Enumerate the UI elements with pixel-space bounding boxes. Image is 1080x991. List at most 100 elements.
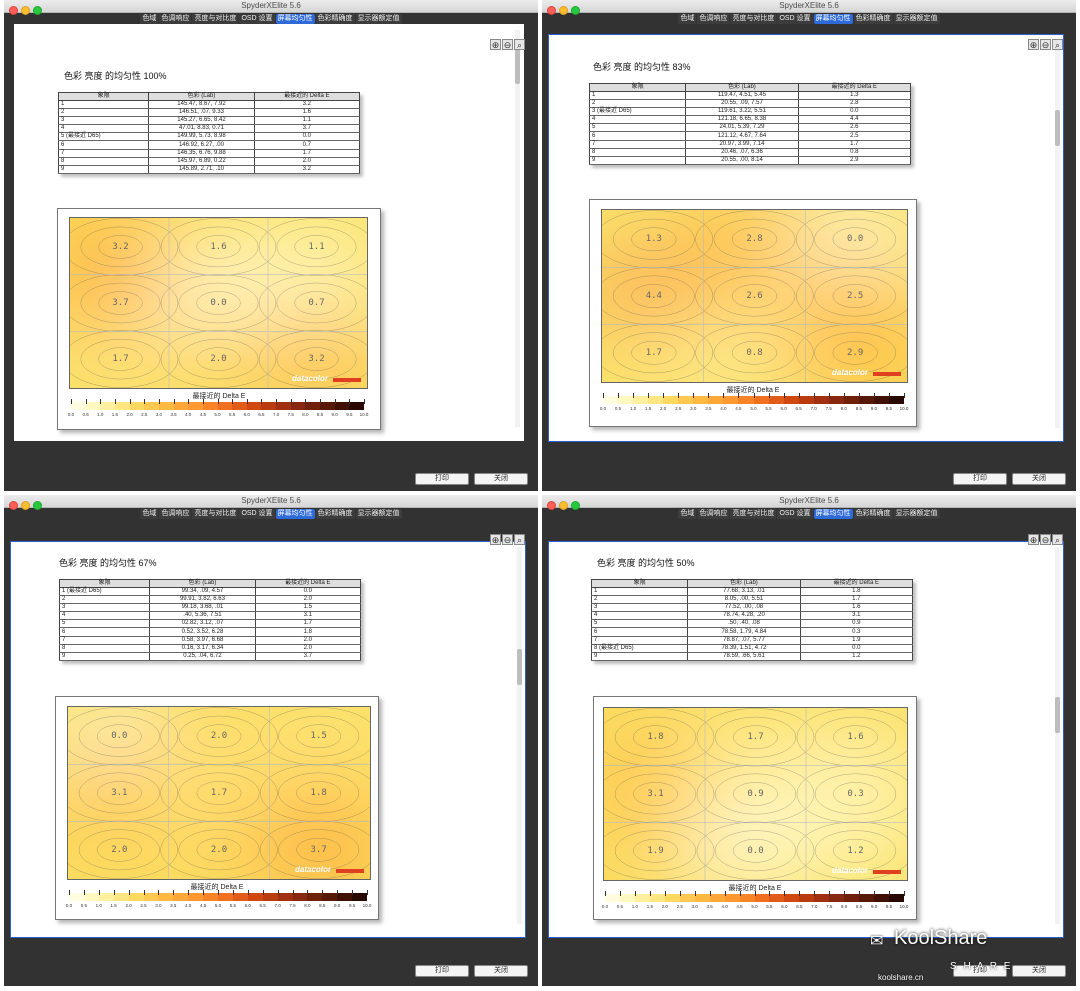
tab-item[interactable]: 色域 [140, 509, 159, 519]
quadrant-delta-label: 2.0 [210, 731, 228, 742]
contour-line [278, 715, 360, 757]
scale-segment [100, 402, 116, 410]
zoom-out-icon[interactable]: ⊖ [1040, 39, 1051, 50]
scale-segment [634, 894, 651, 902]
tab-item[interactable]: 色调响应 [697, 14, 730, 24]
contour-line [714, 716, 797, 758]
tab-item[interactable]: 色域 [140, 14, 159, 24]
zoom-out-icon[interactable]: ⊖ [1040, 534, 1051, 545]
scrollbar-thumb[interactable] [1055, 697, 1060, 733]
tab-item[interactable]: 显示器额定值 [355, 509, 402, 519]
heatmap-svg [70, 218, 367, 388]
tab-item[interactable]: OSD 设置 [777, 14, 813, 24]
tab-item[interactable]: 色调响应 [159, 509, 192, 519]
tab-item[interactable]: 色彩精确度 [315, 14, 355, 24]
scale-ticks [605, 891, 905, 896]
zoom-out-icon[interactable]: ⊖ [502, 534, 513, 545]
quadrant-delta-label: 2.9 [847, 347, 864, 358]
minimize-window-icon[interactable] [21, 501, 30, 510]
quadrant-delta-label: 1.6 [847, 732, 864, 743]
scale-segment [203, 893, 219, 901]
zoom-in-icon[interactable]: ⊕ [490, 534, 501, 545]
tab-item[interactable]: OSD 设置 [239, 14, 275, 24]
print-button[interactable]: 打印 [415, 965, 469, 977]
table-header-row: 象限 色彩 (Lab) 最接近的 Delta E [58, 579, 362, 588]
tab-item[interactable]: 屏幕均匀性 [813, 509, 853, 519]
minimize-window-icon[interactable] [559, 501, 568, 510]
tab-item[interactable]: 色彩精确度 [853, 509, 893, 519]
zoom-window-icon[interactable] [571, 6, 580, 15]
tab-item[interactable]: 色彩精确度 [853, 14, 893, 24]
quadrant-delta-label: 1.7 [747, 732, 764, 743]
print-button[interactable]: 打印 [953, 473, 1007, 485]
close-window-icon[interactable] [547, 6, 556, 15]
close-window-icon[interactable] [9, 501, 18, 510]
zoom-fit-icon[interactable]: ⌕ [1052, 534, 1063, 545]
scale-tick [188, 890, 189, 895]
minimize-window-icon[interactable] [21, 6, 30, 15]
zoom-fit-icon[interactable]: ⌕ [1052, 39, 1063, 50]
scale-tick-label: 4.5 [736, 904, 743, 909]
cell-delta-e: 0.0 [253, 132, 361, 142]
close-button[interactable]: 关闭 [474, 473, 528, 485]
scrollbar-thumb[interactable] [515, 48, 520, 84]
tab-item[interactable]: 显示器额定值 [355, 14, 402, 24]
tab-item[interactable]: 屏幕均匀性 [813, 14, 853, 24]
contour-line [796, 210, 907, 269]
close-window-icon[interactable] [547, 501, 556, 510]
tab-item[interactable]: 屏幕均匀性 [275, 509, 315, 519]
tab-item[interactable]: 色调响应 [159, 14, 192, 24]
tab-item[interactable]: 显示器额定值 [893, 509, 940, 519]
contour-line [633, 725, 678, 750]
scale-segment [829, 894, 845, 902]
zoom-in-icon[interactable]: ⊕ [1028, 39, 1039, 50]
cell-quadrant: 7 [57, 149, 150, 158]
tab-item[interactable]: 显示器额定值 [893, 14, 940, 24]
contour-line [80, 226, 161, 268]
tab-item[interactable]: 色调响应 [697, 509, 730, 519]
scrollbar-thumb[interactable] [1055, 110, 1060, 146]
tab-item[interactable]: 亮度与对比度 [192, 14, 239, 24]
contour-line [696, 821, 815, 880]
tab-item[interactable]: 色域 [678, 509, 697, 519]
contour-line [196, 347, 241, 371]
minimize-window-icon[interactable] [559, 6, 568, 15]
zoom-window-icon[interactable] [571, 501, 580, 510]
table-row: 9 20.55, .00, 8.14 2.9 [588, 156, 912, 165]
zoom-window-icon[interactable] [33, 6, 42, 15]
contour-line [160, 330, 277, 388]
vertical-scrollbar[interactable] [1055, 40, 1060, 428]
zoom-in-icon[interactable]: ⊕ [490, 39, 501, 50]
print-button[interactable]: 打印 [415, 473, 469, 485]
tab-item[interactable]: OSD 设置 [239, 509, 275, 519]
scale-segment [603, 396, 619, 404]
tab-item[interactable]: 色彩精确度 [315, 509, 355, 519]
table-row: 9 145.89, 2.71, .10 3.2 [57, 165, 361, 174]
tab-item[interactable]: OSD 设置 [777, 509, 813, 519]
close-window-icon[interactable] [9, 6, 18, 15]
zoom-out-icon[interactable]: ⊖ [502, 39, 513, 50]
scrollbar-thumb[interactable] [517, 649, 522, 685]
vertical-scrollbar[interactable] [517, 547, 522, 924]
close-button[interactable]: 关闭 [474, 965, 528, 977]
window-title: SpyderXElite 5.6 [779, 496, 839, 505]
zoom-in-icon[interactable]: ⊕ [1028, 534, 1039, 545]
close-button[interactable]: 关闭 [1012, 965, 1066, 977]
tab-item[interactable]: 色域 [678, 14, 697, 24]
tab-item[interactable]: 亮度与对比度 [192, 509, 239, 519]
vertical-scrollbar[interactable] [515, 30, 520, 427]
zoom-fit-icon[interactable]: ⌕ [514, 534, 525, 545]
close-button[interactable]: 关闭 [1012, 473, 1066, 485]
vertical-scrollbar[interactable] [1055, 547, 1060, 924]
title-bar: SpyderXElite 5.6 [4, 495, 538, 510]
zoom-window-icon[interactable] [33, 501, 42, 510]
tab-item[interactable]: 屏幕均匀性 [275, 14, 315, 24]
tab-item[interactable]: 亮度与对比度 [730, 14, 777, 24]
contour-line [294, 291, 339, 315]
zoom-fit-icon[interactable]: ⌕ [514, 39, 525, 50]
scale-segment [173, 893, 189, 901]
print-button[interactable]: 打印 [953, 965, 1007, 977]
legend-title: 最接近的 Delta E [192, 393, 246, 400]
tab-item[interactable]: 亮度与对比度 [730, 509, 777, 519]
contour-line [68, 707, 178, 766]
